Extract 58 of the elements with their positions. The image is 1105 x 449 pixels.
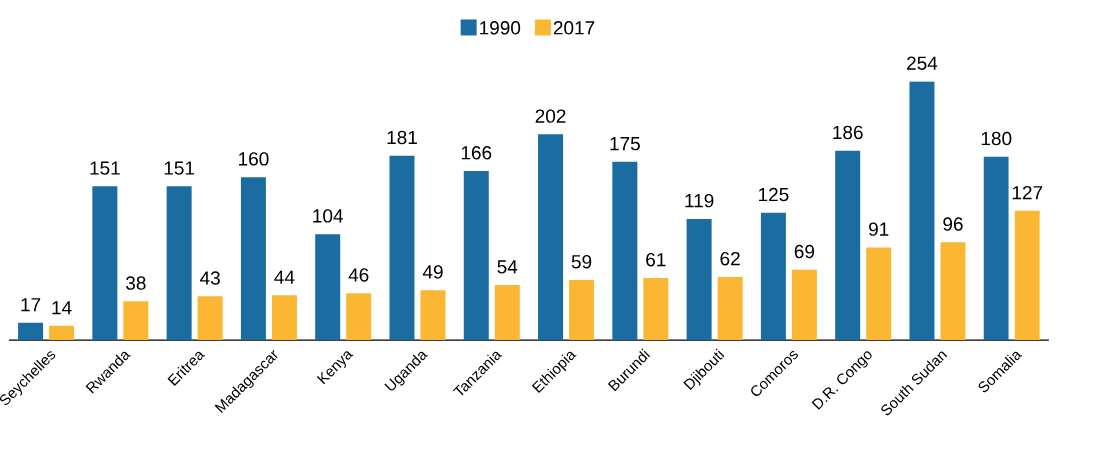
bar [1014, 210, 1040, 341]
bar [494, 285, 520, 341]
data-label: 43 [200, 271, 220, 285]
data-label: 202 [535, 109, 566, 123]
bar [612, 161, 638, 341]
data-label: 54 [497, 260, 518, 274]
bar [18, 322, 44, 341]
bar [240, 177, 266, 341]
bar [791, 269, 817, 341]
data-label: 151 [90, 161, 120, 175]
data-label: 180 [981, 131, 1012, 146]
data-label: 61 [646, 252, 666, 267]
bar [686, 218, 712, 341]
data-label: 151 [164, 161, 195, 175]
bar [909, 81, 935, 341]
data-label: 38 [126, 276, 146, 290]
bar [717, 276, 743, 341]
bar [92, 186, 118, 341]
bar [389, 155, 415, 341]
bar [569, 279, 595, 341]
data-label: 175 [610, 137, 640, 151]
bar [643, 277, 669, 341]
bar [420, 290, 446, 341]
legend-label: 1990 [480, 21, 521, 35]
data-label: 46 [348, 268, 369, 282]
data-label: 254 [907, 56, 938, 70]
bar [835, 150, 861, 341]
data-label: 186 [833, 125, 863, 140]
bar [866, 247, 892, 341]
bar [123, 301, 149, 341]
bar [463, 171, 489, 341]
data-label: 17 [21, 298, 41, 312]
data-label: 44 [274, 270, 295, 284]
data-label: 166 [461, 146, 492, 160]
bar [271, 295, 297, 341]
data-label: 62 [720, 251, 740, 266]
data-label: 96 [943, 217, 963, 231]
bar [538, 134, 564, 341]
data-label: 119 [685, 193, 714, 208]
data-label: 127 [1012, 185, 1043, 200]
data-label: 181 [387, 130, 417, 145]
bar [166, 186, 192, 341]
bar [760, 212, 786, 341]
data-label: 91 [869, 222, 889, 236]
bar [49, 325, 75, 341]
data-label: 14 [52, 301, 72, 315]
bar [983, 156, 1009, 341]
legend-label: 2017 [553, 21, 595, 35]
bar [315, 234, 341, 341]
bar [197, 296, 223, 341]
bar [940, 242, 966, 341]
data-label: 160 [239, 152, 269, 166]
bar [346, 293, 372, 341]
data-label: 104 [313, 209, 343, 223]
data-label: 49 [422, 265, 443, 279]
data-label: 59 [571, 254, 592, 269]
data-label: 69 [794, 244, 815, 259]
data-label: 125 [759, 187, 789, 202]
